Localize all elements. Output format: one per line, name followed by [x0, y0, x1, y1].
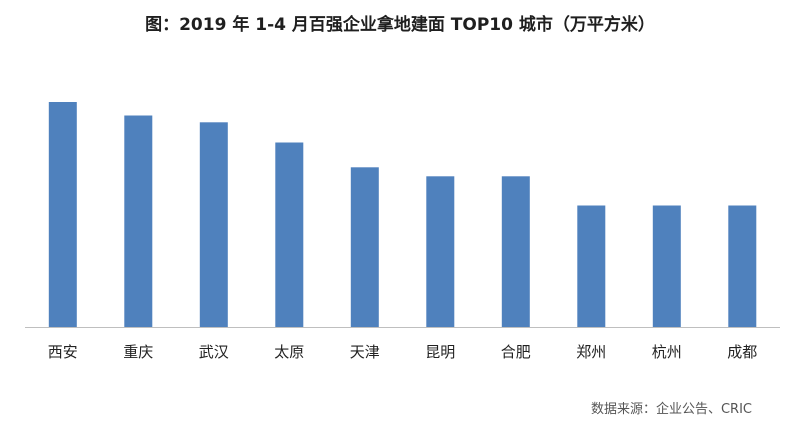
bar-3 — [199, 122, 228, 328]
x-tick-label: 合肥 — [501, 343, 531, 361]
x-tick-label: 太原 — [274, 343, 304, 361]
bar-6 — [426, 176, 455, 328]
x-tick-label: 成都 — [727, 343, 757, 361]
x-tick-label: 杭州 — [652, 343, 682, 361]
x-tick-label: 天津 — [350, 343, 380, 361]
bar-group — [48, 102, 757, 328]
bar-2 — [124, 115, 153, 327]
bar-8 — [577, 205, 606, 327]
source-note: 数据来源：企业公告、CRIC — [590, 402, 752, 417]
x-tick-label: 郑州 — [576, 343, 606, 361]
bar-9 — [652, 205, 681, 327]
x-tick-label: 重庆 — [123, 343, 153, 361]
x-tick-label: 昆明 — [425, 343, 455, 361]
bar-5 — [350, 167, 379, 328]
chart-title: 图：2019 年 1-4 月百强企业拿地建面 TOP10 城市（万平方米） — [145, 15, 655, 35]
x-tick-label: 武汉 — [199, 343, 229, 361]
bar-10 — [728, 205, 757, 327]
bar-4 — [275, 142, 304, 327]
x-tick-label: 西安 — [48, 343, 78, 361]
x-tick-labels: 西安 重庆 武汉 太原 天津 昆明 合肥 郑州 杭州 成都 — [48, 343, 758, 361]
bar-7 — [501, 176, 530, 328]
bar-1 — [48, 102, 77, 327]
